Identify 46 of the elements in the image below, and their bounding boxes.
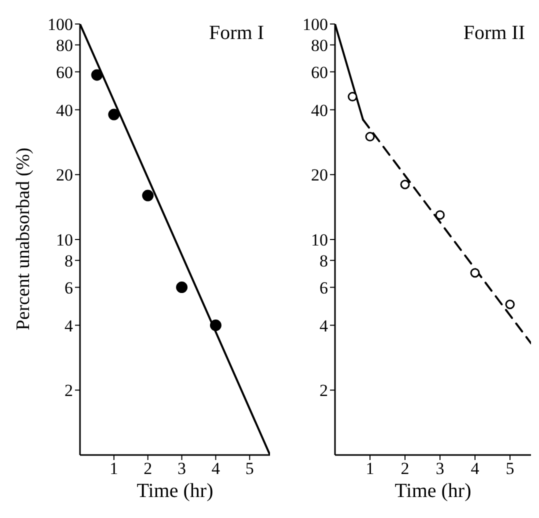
x-tick-label: 2 xyxy=(400,459,410,478)
x-tick-label: 1 xyxy=(366,459,374,478)
y-tick-label: 10 xyxy=(311,230,328,250)
x-tick-label: 1 xyxy=(110,459,118,478)
y-tick-label: 4 xyxy=(320,316,328,336)
x-tick-label: 4 xyxy=(211,459,220,478)
y-tick-label: 10 xyxy=(56,230,73,250)
chart-title: Form I xyxy=(209,22,264,45)
y-tick-label: 6 xyxy=(320,278,328,298)
point xyxy=(365,132,375,142)
x-tick-label: 5 xyxy=(506,459,514,478)
point xyxy=(210,320,222,332)
x-tick-label: 4 xyxy=(470,459,480,478)
point xyxy=(435,210,445,220)
point xyxy=(400,180,410,190)
point xyxy=(108,108,120,120)
y-tick-label: 20 xyxy=(56,166,73,185)
y-tick-label: 4 xyxy=(64,316,74,336)
y-tick-label: 80 xyxy=(311,36,328,55)
point xyxy=(142,190,154,202)
y-tick-label: 20 xyxy=(311,166,328,185)
x-axis-title: Time (hr) xyxy=(136,480,214,503)
y-axis-title: Percent unabsorbad (%) xyxy=(13,148,35,330)
y-tick-label: 8 xyxy=(64,251,73,270)
y-tick-label: 2 xyxy=(64,381,73,400)
y-tick-label: 40 xyxy=(311,100,328,120)
x-tick-label: 3 xyxy=(436,459,444,478)
y-tick-label: 6 xyxy=(64,278,73,298)
y-tick-label: 8 xyxy=(320,251,328,270)
point xyxy=(470,268,480,278)
x-tick-label: 3 xyxy=(178,459,186,478)
x-tick-label: 2 xyxy=(144,459,152,478)
y-tick-label: 40 xyxy=(56,100,73,120)
point xyxy=(176,282,188,294)
y-tick-label: 100 xyxy=(48,15,73,34)
point xyxy=(91,69,103,81)
x-axis-title: Time (hr) xyxy=(394,480,472,503)
x-tick-label: 5 xyxy=(245,459,254,478)
y-tick-label: 80 xyxy=(56,36,73,55)
point xyxy=(505,300,515,310)
y-tick-label: 2 xyxy=(320,381,328,400)
y-tick-label: 100 xyxy=(302,15,328,34)
chart-title: Form II xyxy=(463,22,525,45)
y-tick-label: 60 xyxy=(311,62,328,82)
point xyxy=(348,92,358,102)
y-tick-label: 60 xyxy=(56,62,73,82)
